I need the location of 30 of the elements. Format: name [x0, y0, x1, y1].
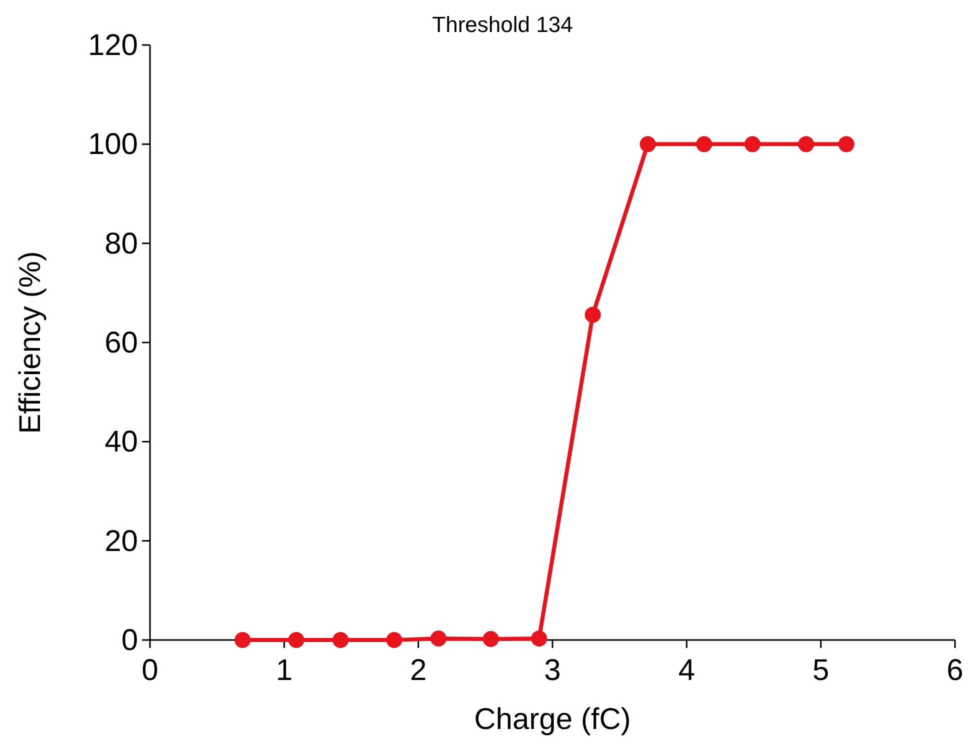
- chart-title: Threshold 134: [432, 12, 573, 37]
- x-tick-label: 4: [678, 654, 696, 687]
- point: [640, 136, 656, 152]
- point: [288, 632, 304, 648]
- x-tick-label: 2: [410, 654, 427, 687]
- x-tick-label: 5: [812, 654, 830, 687]
- x-tick-label: 3: [544, 654, 561, 687]
- y-tick-label: 20: [104, 524, 138, 558]
- x-tick-label: 1: [276, 654, 293, 687]
- y-tick-label: 100: [88, 128, 138, 162]
- y-tick-label: 80: [104, 227, 138, 260]
- point: [696, 136, 712, 152]
- y-tick-label: 120: [88, 29, 138, 62]
- y-tick-label: 60: [104, 326, 138, 360]
- point: [584, 306, 601, 323]
- point: [482, 631, 499, 648]
- x-tick-label: 0: [142, 654, 158, 687]
- x-tick-label: 6: [946, 654, 964, 687]
- point: [838, 136, 854, 152]
- y-tick-label: 40: [104, 426, 138, 459]
- point: [386, 632, 402, 648]
- point: [798, 136, 814, 152]
- point: [234, 632, 251, 648]
- point: [744, 136, 760, 152]
- point: [430, 630, 446, 647]
- y-tick-label: 0: [121, 624, 138, 657]
- y-axis-title: Efficiency (%): [14, 251, 47, 434]
- point: [531, 630, 548, 647]
- point: [332, 632, 349, 648]
- x-axis-title: Charge (fC): [474, 703, 631, 736]
